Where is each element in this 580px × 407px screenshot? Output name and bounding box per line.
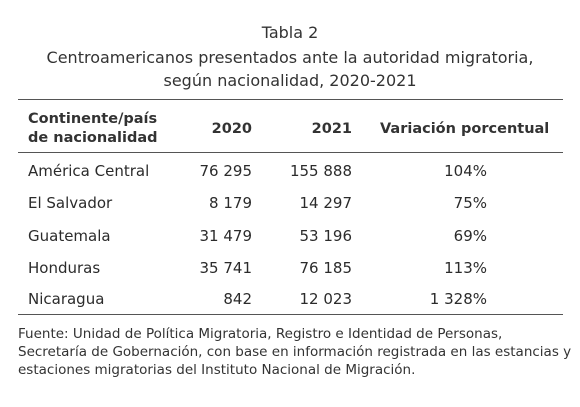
table-row-variation: 75% <box>453 194 487 212</box>
table-row-2020: 842 <box>223 290 252 308</box>
header-country-line1: Continente/país <box>28 111 158 127</box>
table-row-variation: 113% <box>444 259 487 277</box>
table-row-name: América Central <box>28 162 150 180</box>
table-row-2020: 76 295 <box>199 162 253 180</box>
table-row-2021: 53 196 <box>299 227 353 245</box>
table-row-variation: 1 328% <box>429 290 487 308</box>
table-label: Tabla 2 <box>261 23 319 42</box>
table-row-2020: 31 479 <box>199 227 253 245</box>
table-title-line2: según nacionalidad, 2020-2021 <box>163 71 417 90</box>
table-row-variation: 69% <box>453 227 487 245</box>
source-line3: estaciones migratorias del Instituto Nac… <box>18 362 416 378</box>
source-note: Fuente: Unidad de Política Migratoria, R… <box>18 325 572 379</box>
header-2021: 2021 <box>311 121 352 137</box>
bottom-rule <box>18 314 563 315</box>
header-variation: Variación porcentual <box>380 121 550 137</box>
table-row-2021: 155 888 <box>289 162 352 180</box>
top-rule <box>18 99 563 100</box>
table-row-2020: 35 741 <box>199 259 253 277</box>
table-row-name: Honduras <box>28 259 101 277</box>
table-row-2021: 12 023 <box>299 290 353 308</box>
header-country-line2: de nacionalidad <box>28 130 158 146</box>
table-row-name: Guatemala <box>28 227 111 245</box>
table-row-2020: 8 179 <box>209 194 252 212</box>
table-row-2021: 76 185 <box>299 259 353 277</box>
source-line2: Secretaría de Gobernación, con base en i… <box>18 344 572 360</box>
header-rule <box>18 152 563 153</box>
header-2020: 2020 <box>211 121 252 137</box>
table-row-variation: 104% <box>444 162 487 180</box>
table-row-name: El Salvador <box>28 194 113 212</box>
table-title-line1: Centroamericanos presentados ante la aut… <box>46 48 534 67</box>
table-row-name: Nicaragua <box>28 290 105 308</box>
table-row-2021: 14 297 <box>299 194 353 212</box>
source-line1: Fuente: Unidad de Política Migratoria, R… <box>18 326 503 342</box>
